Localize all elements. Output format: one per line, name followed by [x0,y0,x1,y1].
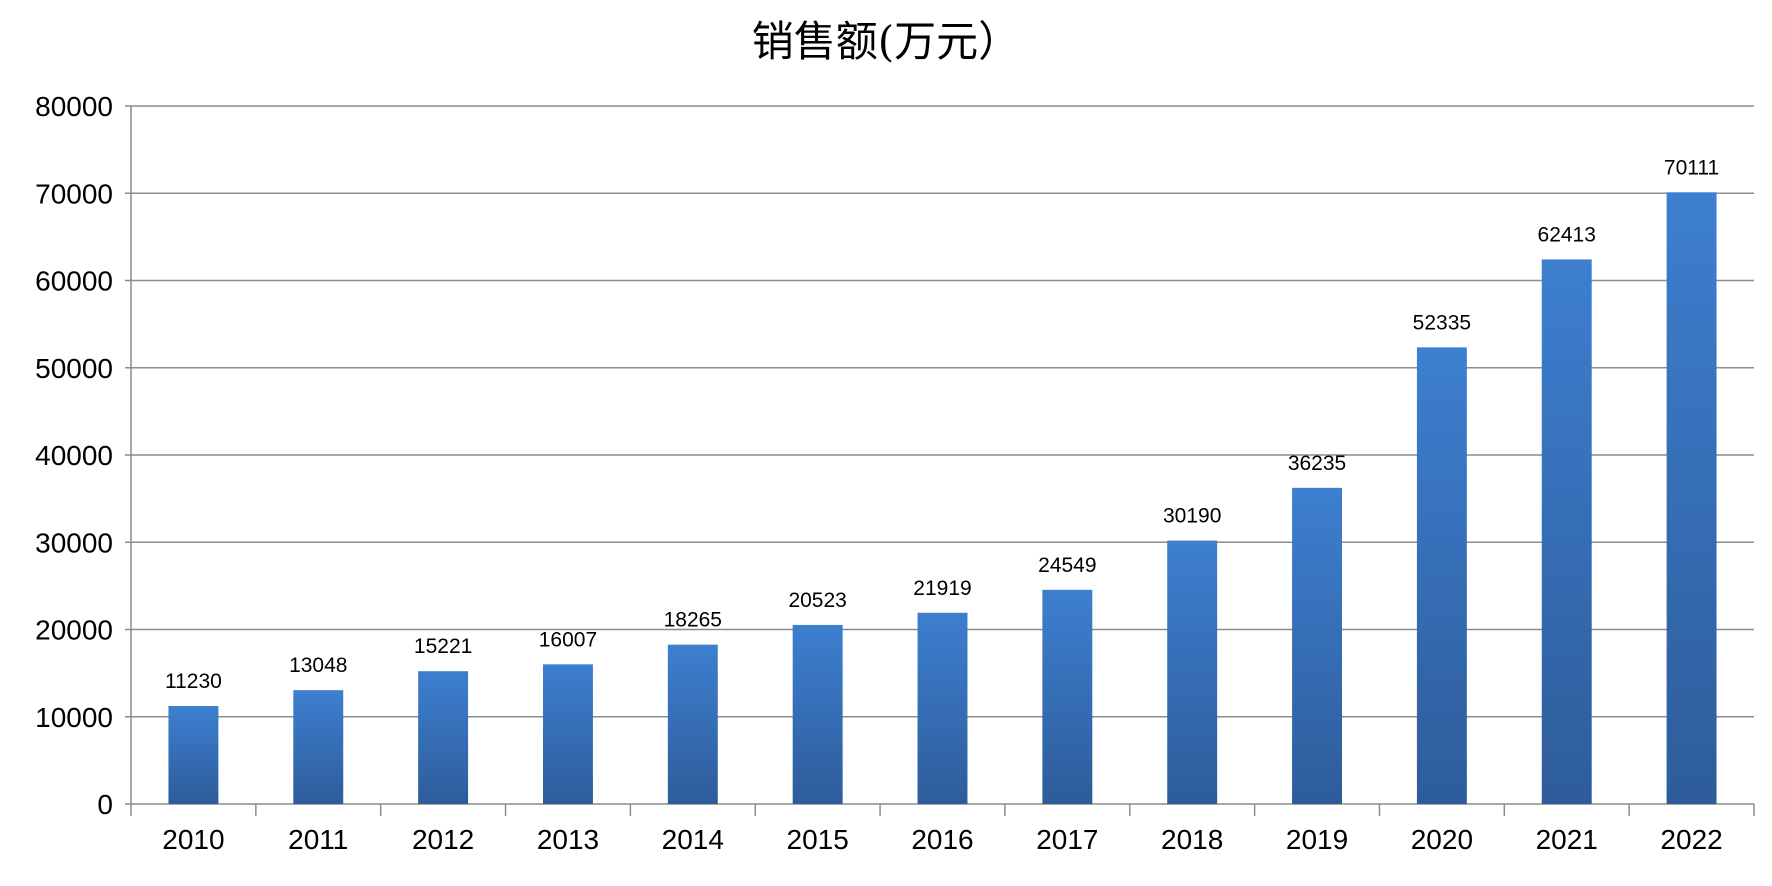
data-label-2010: 11230 [165,670,222,693]
x-tick-label-2015: 2015 [787,824,849,855]
y-tick-label: 50000 [35,353,113,384]
bar-2018 [1167,540,1218,804]
data-label-2020: 52335 [1413,311,1471,334]
bar-2012 [418,671,469,804]
x-tick-label-2013: 2013 [537,824,599,855]
x-tick-label-2016: 2016 [911,824,973,855]
data-label-2012: 15221 [414,635,472,658]
bar-2011 [293,690,344,804]
y-tick-label: 80000 [35,91,113,122]
x-tick-label-2010: 2010 [162,824,224,855]
x-tick-label-2020: 2020 [1411,824,1473,855]
bar-2021 [1541,259,1592,805]
y-tick-label: 60000 [35,266,113,297]
y-tick-label: 70000 [35,178,113,209]
data-label-2017: 24549 [1038,554,1096,577]
bar-2020 [1416,347,1467,804]
x-tick-label-2014: 2014 [662,824,724,855]
bar-2022 [1666,192,1717,805]
bar-2015 [792,624,843,804]
x-tick-label-2011: 2011 [288,824,348,855]
x-tick-label-2017: 2017 [1036,824,1098,855]
data-label-2022: 70111 [1664,156,1719,179]
x-tick-labels: 2010 2011 2012 2013 2014 2015 2016 2017 2018 2019… [162,824,1722,855]
y-tick-label: 0 [97,789,113,820]
y-tick-label: 10000 [35,702,113,733]
y-tick-label: 30000 [35,527,113,558]
data-label-2015: 20523 [788,589,846,612]
data-label-2011: 13048 [289,654,347,677]
bar-2010 [168,706,219,804]
data-label-2019: 36235 [1288,452,1346,475]
data-label-2018: 30190 [1163,505,1221,528]
x-tick-label-2022: 2022 [1660,824,1722,855]
data-label-2016: 21919 [913,577,971,600]
x-tick-label-2012: 2012 [412,824,474,855]
data-labels: 11230 13048 15221 16007 18265 20523 21919 24549… [165,156,1719,693]
bar-2017 [1042,589,1093,804]
bar-2019 [1292,487,1343,804]
y-tick-labels: 0 10000 20000 30000 40000 50000 60000 70000 8000… [35,91,113,820]
data-label-2014: 18265 [664,609,722,632]
bar-2016 [917,612,968,804]
bar-2014 [667,644,718,804]
data-label-2021: 62413 [1538,223,1596,246]
chart-title: 销售额(万元） [752,17,1020,66]
y-tick-label: 20000 [35,615,113,646]
y-tick-label: 40000 [35,440,113,471]
data-label-2013: 16007 [539,628,597,651]
x-tick-label-2021: 2021 [1536,824,1598,855]
bar-2013 [542,664,593,804]
x-tick-label-2018: 2018 [1161,824,1223,855]
bars [168,192,1717,805]
gridlines [131,105,1754,718]
x-tick-label-2019: 2019 [1286,824,1348,855]
